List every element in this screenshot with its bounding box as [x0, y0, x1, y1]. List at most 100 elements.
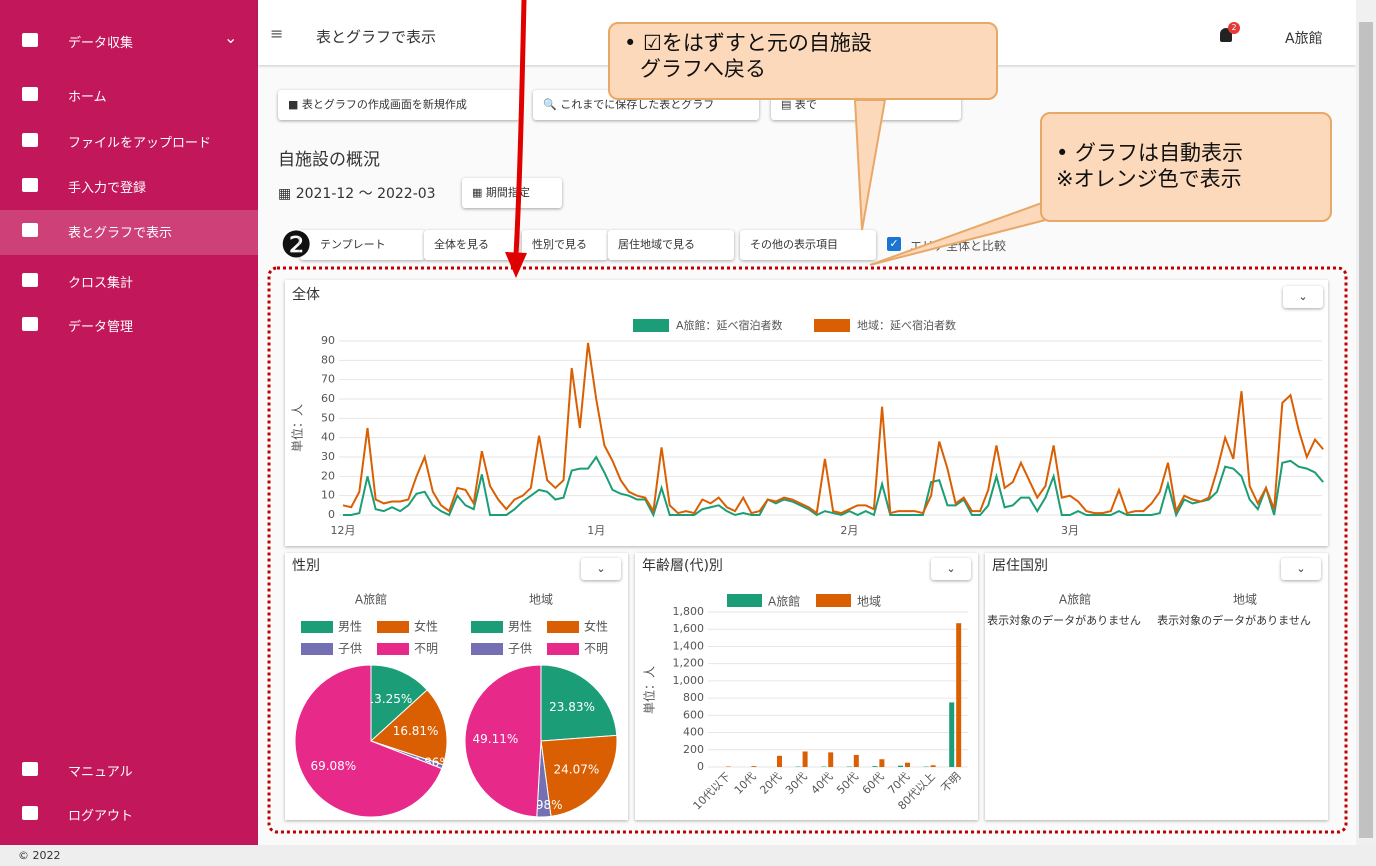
y-tick-label: 80	[321, 353, 335, 366]
pie-slice	[540, 734, 618, 817]
y-tick-label: 40	[321, 431, 335, 444]
legend-swatch	[547, 621, 579, 633]
pie-slice	[370, 664, 428, 743]
icon	[22, 273, 38, 287]
period-text: 2021-12 ～ 2022-03	[295, 186, 436, 202]
y-tick-label: 0	[328, 508, 335, 521]
menu-item[interactable]: 手入力で登録	[68, 181, 147, 196]
panel-title: 年齢層(代)別	[642, 558, 723, 574]
button-label: 表で	[794, 98, 817, 111]
scroll-thumb[interactable]	[1359, 22, 1373, 838]
empty-message: 表示対象のデータがありません	[1157, 613, 1311, 627]
page-title: 表とグラフで表示	[316, 28, 437, 46]
bar	[956, 623, 962, 767]
dropdown[interactable]: ⌄	[1281, 558, 1321, 580]
menu-item[interactable]: ホーム	[68, 90, 107, 105]
y-axis-label: 単位：人	[290, 404, 305, 452]
bar	[949, 702, 955, 767]
legend-swatch	[301, 643, 333, 655]
bar	[872, 766, 878, 767]
panel-title: 居住国別	[992, 558, 1048, 574]
y-tick-label: 600	[683, 708, 704, 721]
x-tick-label: 40代	[809, 770, 836, 797]
sidebar-title[interactable]: データ収集	[68, 36, 134, 51]
empty-message: 表示対象のデータがありません	[987, 613, 1141, 627]
x-tick-label: 30代	[783, 770, 810, 797]
icon	[22, 806, 38, 820]
legend-label: A旅館：延べ宿泊者数	[676, 318, 783, 332]
callout-line: グラフへ戻る	[640, 57, 766, 81]
y-tick-label: 200	[683, 743, 704, 756]
menu-item[interactable]: 表とグラフで表示	[68, 226, 173, 241]
legend-swatch	[814, 319, 850, 332]
y-tick-label: 10	[321, 489, 335, 502]
menu-item[interactable]: マニュアル	[68, 765, 133, 780]
user-name[interactable]: A旅館	[1285, 31, 1323, 47]
bar	[802, 751, 808, 767]
callout-line: • グラフは自動表示	[1056, 141, 1244, 165]
sidebar: データ収集 ⌄ ホーム ファイルをアップロード 手入力で登録 表とグラフで表示 …	[0, 0, 258, 845]
tab[interactable]: その他の表示項目	[740, 230, 876, 260]
legend-label: 不明	[584, 642, 608, 656]
menu-item[interactable]: ログアウト	[68, 809, 134, 824]
y-tick-label: 1,400	[673, 639, 705, 652]
callout-line: • ☑をはずすと元の自施設	[624, 31, 872, 55]
bar	[930, 765, 936, 767]
y-tick-label: 800	[683, 691, 704, 704]
x-tick-label: 10代以下	[691, 770, 733, 812]
menu-item[interactable]: データ管理	[68, 320, 134, 335]
callout: • ☑をはずすと元の自施設 グラフへ戻る	[608, 22, 998, 100]
dropdown[interactable]: ⌄	[1283, 286, 1323, 308]
y-tick-label: 20	[321, 469, 335, 482]
y-tick-label: 30	[321, 450, 335, 463]
callout-tail	[869, 198, 1067, 266]
legend-swatch	[471, 643, 503, 655]
tab[interactable]: テンプレート	[300, 230, 425, 260]
footer: © 2022	[0, 845, 1376, 866]
menu-button[interactable]: ≡	[270, 24, 284, 43]
x-tick-label: 50代	[834, 770, 861, 797]
pie-slice	[540, 664, 618, 742]
legend-label: 女性	[414, 619, 438, 634]
callout-line: ※オレンジ色で表示	[1056, 167, 1242, 191]
bar	[905, 762, 910, 767]
y-tick-label: 60	[321, 392, 335, 405]
card: ⌄	[635, 553, 978, 820]
y-tick-label: 50	[321, 411, 335, 424]
tab[interactable]: 性別で見る	[522, 230, 608, 260]
menu-item[interactable]: ファイルをアップロード	[68, 136, 212, 151]
dropdown[interactable]: ⌄	[931, 558, 971, 580]
icon	[22, 317, 38, 331]
pie-slice	[464, 664, 542, 818]
slice-label: 69.08%	[310, 759, 356, 773]
button-label: これまでに保存した表とグラフ	[560, 98, 715, 111]
card: ⌄	[285, 280, 1328, 546]
callout: • グラフは自動表示 ※オレンジ色で表示	[1040, 112, 1332, 222]
chevron[interactable]: ⌄	[224, 28, 238, 47]
slice-label: 23.83%	[549, 700, 595, 714]
y-tick-label: 0	[697, 760, 704, 773]
line	[342, 342, 1324, 515]
step-marker: ❷	[280, 225, 313, 266]
tab[interactable]: 全体を見る	[424, 230, 519, 260]
tab[interactable]: 居住地域で見る	[608, 230, 734, 260]
menu-item[interactable]: クロス集計	[68, 276, 134, 291]
line	[343, 455, 1324, 518]
y-tick-label: 1,200	[673, 657, 705, 670]
button[interactable]: ■ 表とグラフの作成画面を新規作成	[278, 90, 520, 120]
legend-label: A旅館	[768, 594, 800, 609]
button[interactable]: ▦ 期間指定	[462, 178, 562, 208]
checkbox[interactable]: ✓	[887, 237, 901, 251]
icon	[22, 33, 38, 47]
y-tick-label: 400	[683, 726, 704, 739]
icon	[22, 87, 38, 101]
x-tick-label: 不明	[939, 770, 964, 795]
slice-label: 16.81%	[393, 724, 439, 738]
legend-swatch	[471, 621, 503, 633]
slice-label: 24.07%	[553, 762, 599, 776]
icon	[22, 223, 38, 237]
y-tick-label: 90	[321, 334, 335, 347]
dropdown[interactable]: ⌄	[581, 558, 621, 580]
bar	[828, 752, 834, 767]
legend-label: 子供	[338, 642, 362, 656]
